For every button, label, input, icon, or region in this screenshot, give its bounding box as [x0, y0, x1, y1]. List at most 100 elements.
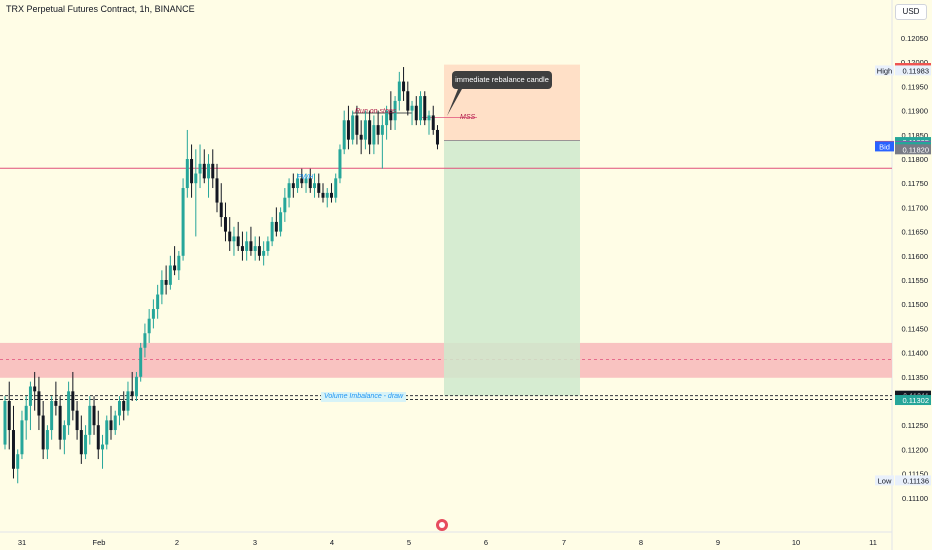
- candle-body: [329, 192, 333, 198]
- y-tick-label: 0.11950: [901, 82, 928, 91]
- candle-body: [313, 183, 317, 189]
- x-tick-label: 10: [792, 538, 800, 547]
- candle-body: [164, 280, 168, 285]
- candle-body: [202, 163, 206, 179]
- y-tick-label: 0.11750: [901, 179, 928, 188]
- events-flag-icon-center: [439, 522, 445, 528]
- x-tick-label: 4: [330, 538, 334, 547]
- price-tag-label: Bid: [879, 142, 890, 151]
- candle-body: [126, 391, 130, 411]
- candle-body: [274, 221, 278, 232]
- candle-body: [402, 81, 406, 92]
- y-tick-label: 0.11100: [902, 494, 928, 503]
- take-profit-zone: [444, 140, 580, 396]
- candle-body: [190, 159, 194, 184]
- price-tag-box: [895, 65, 931, 76]
- candle-body: [151, 309, 155, 319]
- candle-body: [232, 236, 236, 242]
- price-tag-label-box: [875, 475, 894, 486]
- price-tag-value: 0.11820: [902, 145, 929, 154]
- candle-body: [385, 110, 389, 126]
- candle-body: [33, 386, 37, 392]
- candle-body: [101, 444, 105, 450]
- candle-body: [435, 129, 439, 145]
- y-tick-label: 0.11650: [901, 228, 928, 237]
- x-tick-label: 5: [407, 538, 411, 547]
- candle-body: [253, 246, 257, 251]
- candle-body: [410, 105, 414, 111]
- x-tick-label: 8: [639, 538, 643, 547]
- candle-body: [351, 115, 355, 140]
- candle-body: [45, 430, 49, 450]
- candle-body: [79, 430, 83, 455]
- candle-body: [92, 405, 96, 426]
- candle-body: [300, 178, 304, 184]
- candle-body: [41, 415, 45, 450]
- candle-body: [236, 236, 240, 247]
- candle-body: [58, 405, 62, 440]
- candle-body: [117, 401, 121, 416]
- candle-body: [143, 333, 147, 348]
- candle-body: [24, 405, 28, 421]
- candle-body: [88, 405, 92, 435]
- run-on-stops-label: Run on stops: [355, 108, 397, 115]
- candle-body: [427, 115, 431, 121]
- candle-body: [245, 241, 249, 251]
- candle-body: [7, 401, 11, 431]
- price-tag-box: [895, 144, 931, 155]
- candle-body: [372, 125, 376, 145]
- candle-body: [219, 202, 223, 218]
- candle-body: [338, 149, 342, 179]
- candle-body: [147, 318, 151, 334]
- candle-body: [62, 425, 66, 440]
- candle-body: [130, 391, 134, 397]
- x-tick-label: 2: [175, 538, 179, 547]
- x-tick-label: 6: [484, 538, 488, 547]
- candle-body: [393, 100, 397, 121]
- candle-body: [20, 420, 24, 455]
- candle-body: [185, 159, 189, 189]
- candle-body: [37, 391, 41, 416]
- candle-body: [113, 415, 117, 431]
- y-tick-label: 0.11600: [901, 252, 928, 261]
- candle-body: [173, 265, 177, 271]
- candle-body: [262, 250, 266, 256]
- candle-body: [406, 91, 410, 111]
- x-tick-label: 9: [716, 538, 720, 547]
- candle-body: [28, 386, 32, 406]
- x-tick-label: 3: [253, 538, 257, 547]
- x-tick-label: Feb: [93, 538, 106, 547]
- candle-body: [215, 178, 219, 203]
- candle-body: [3, 401, 7, 445]
- candle-body: [139, 347, 143, 377]
- currency-button[interactable]: USD: [895, 4, 927, 20]
- y-tick-label: 0.11350: [901, 373, 928, 382]
- candle-body: [376, 125, 380, 135]
- candle-body: [296, 178, 300, 189]
- candle-body: [279, 212, 283, 232]
- candle-body: [134, 376, 138, 397]
- candle-body: [240, 246, 244, 251]
- x-tick-label: 11: [869, 538, 877, 547]
- candle-body: [342, 120, 346, 150]
- y-tick-label: 0.11400: [901, 349, 928, 358]
- price-tag-label-box: [875, 65, 894, 76]
- candle-body: [325, 192, 329, 198]
- callout-pointer: [447, 89, 462, 116]
- rebalance-callout: immediate rebalance candle: [452, 71, 552, 89]
- y-tick-label: 0.11500: [901, 300, 928, 309]
- price-tag-box: [895, 475, 931, 486]
- candle-body: [198, 163, 202, 174]
- candle-body: [287, 183, 291, 198]
- candle-body: [291, 183, 295, 189]
- candle-body: [355, 115, 359, 135]
- candle-body: [71, 391, 75, 411]
- price-tag-value: 0.11302: [902, 396, 929, 405]
- y-tick-label: 0.11700: [901, 203, 928, 212]
- symbol-title: TRX Perpetual Futures Contract, 1h, BINA…: [6, 4, 195, 14]
- candle-body: [270, 221, 274, 242]
- candle-body: [228, 231, 232, 242]
- price-tag-value: 0.11983: [902, 66, 929, 75]
